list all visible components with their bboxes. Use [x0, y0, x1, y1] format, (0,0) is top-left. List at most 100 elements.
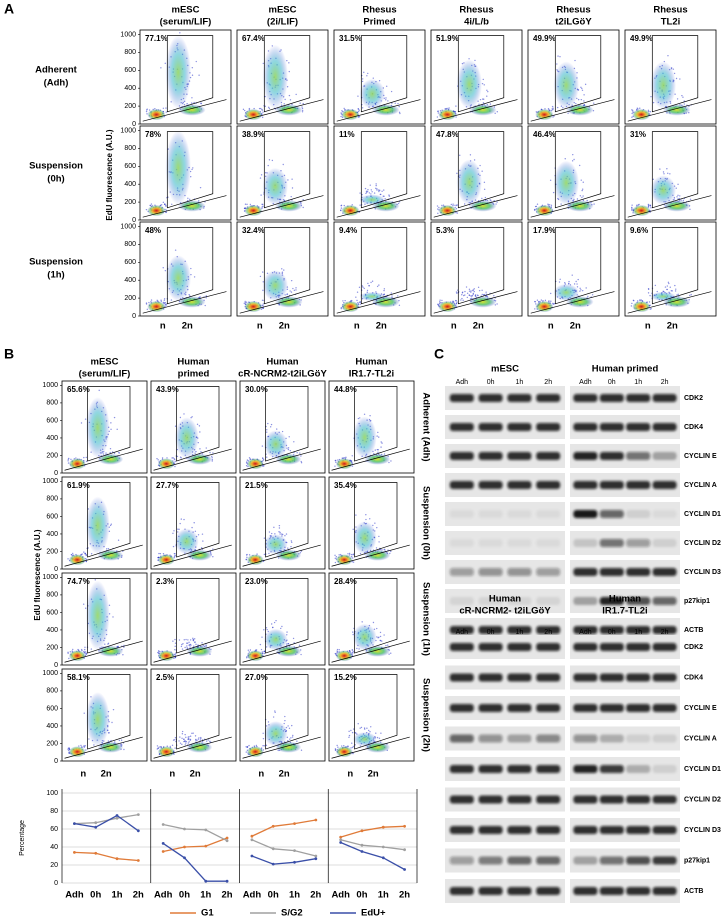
blot-title: Human — [489, 594, 521, 605]
event-dot — [362, 286, 364, 288]
event-dot — [173, 739, 176, 741]
event-dot — [187, 736, 189, 738]
band — [536, 452, 561, 460]
event-dot — [669, 286, 671, 288]
event-dot — [80, 422, 83, 424]
gate — [87, 674, 131, 750]
event-dot — [647, 292, 650, 294]
lane-label: 0h — [608, 379, 616, 386]
lane-label: 2h — [661, 379, 669, 386]
band — [626, 795, 651, 804]
event-dot — [681, 94, 683, 97]
gate — [331, 544, 410, 567]
event-dot — [287, 448, 290, 451]
band — [573, 510, 598, 518]
band — [599, 887, 624, 895]
series-line — [163, 837, 228, 853]
event-dot — [557, 55, 559, 57]
density-g1 — [157, 746, 175, 758]
point — [73, 851, 76, 854]
lane-label: 2h — [544, 629, 552, 636]
density-g1 — [535, 204, 554, 217]
gate — [651, 131, 699, 209]
event-dot — [261, 457, 264, 459]
y-tick-label: 400 — [124, 181, 136, 188]
event-dot — [380, 441, 382, 443]
column-header: Rhesus — [653, 5, 687, 16]
y-tick-label: 800 — [124, 145, 136, 152]
event-dot — [366, 289, 369, 292]
protein-label: CYCLIN D1 — [684, 511, 721, 518]
event-dot — [350, 747, 352, 749]
band — [478, 856, 503, 865]
event-dot — [373, 192, 376, 194]
band — [573, 452, 598, 460]
gate — [142, 291, 227, 314]
event-dot — [340, 209, 342, 211]
band — [536, 795, 561, 804]
event-dot — [632, 109, 634, 112]
x-tick-label: 2n — [376, 321, 387, 332]
event-dot — [287, 447, 290, 449]
event-dot — [456, 204, 458, 207]
band — [536, 765, 561, 773]
band — [536, 597, 561, 605]
gate — [457, 227, 505, 305]
percentage: 31% — [630, 130, 646, 139]
panel-label: B — [4, 346, 14, 362]
event-dot — [261, 445, 264, 447]
event-dot — [181, 733, 184, 735]
event-dot — [274, 711, 276, 714]
event-dot — [178, 528, 180, 530]
row-label: Adherent (Adh) — [420, 392, 431, 461]
band — [652, 510, 677, 518]
percentage: 78% — [145, 130, 161, 139]
event-dot — [80, 744, 82, 747]
event-dot — [198, 737, 200, 739]
band — [652, 887, 677, 895]
event-dot — [361, 621, 363, 623]
event-dot — [359, 192, 361, 194]
band — [536, 539, 561, 547]
event-dot — [483, 181, 486, 184]
event-dot — [652, 178, 655, 180]
y-tick-label: 200 — [46, 452, 58, 459]
point — [403, 848, 406, 852]
event-dot — [468, 294, 471, 297]
x-tick-label: 0h — [268, 890, 279, 901]
band — [507, 826, 532, 834]
event-dot — [80, 648, 83, 651]
event-dot — [180, 645, 183, 648]
event-dot — [164, 303, 167, 306]
event-dot — [98, 389, 100, 392]
event-dot — [343, 204, 345, 207]
event-dot — [347, 553, 349, 555]
event-dot — [68, 657, 70, 660]
event-dot — [358, 109, 360, 111]
event-dot — [552, 302, 554, 305]
event-dot — [535, 303, 537, 305]
density-cloud — [650, 61, 676, 109]
event-dot — [468, 288, 471, 291]
lane-label: 1h — [516, 629, 524, 636]
event-dot — [191, 97, 193, 99]
event-dot — [456, 212, 459, 214]
event-dot — [378, 80, 381, 82]
percentage: 23.0% — [245, 577, 268, 586]
event-dot — [286, 59, 288, 62]
event-dot — [359, 204, 361, 206]
point — [293, 849, 296, 852]
series-line — [74, 813, 139, 825]
protein-label: CYCLIN D3 — [684, 827, 721, 834]
density-g1 — [244, 204, 263, 217]
y-tick-label: 800 — [46, 592, 58, 599]
event-dot — [83, 745, 85, 747]
event-dot — [350, 729, 352, 732]
gate — [627, 195, 712, 218]
event-dot — [302, 199, 304, 201]
event-dot — [472, 292, 475, 295]
event-dot — [162, 201, 165, 204]
point — [136, 859, 140, 862]
event-dot — [243, 109, 246, 112]
event-dot — [110, 428, 112, 431]
